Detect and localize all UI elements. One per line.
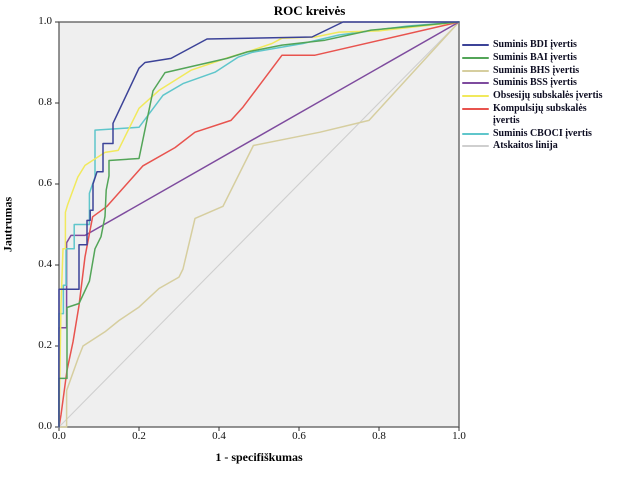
- x-tick-label: 0.4: [212, 430, 226, 442]
- roc-curve-1: [58, 21, 460, 428]
- x-tick-label: 0.0: [52, 430, 66, 442]
- y-tick-label: 1.0: [38, 15, 52, 27]
- x-tick-label: 0.2: [132, 430, 146, 442]
- legend-item-6: Suminis CBOCI įvertis: [462, 128, 618, 140]
- legend-item-5: Kompulsijų subskalės įvertis: [462, 103, 618, 127]
- legend-label: Suminis BHS įvertis: [493, 64, 580, 76]
- legend-label: Suminis CBOCI įvertis: [493, 127, 592, 139]
- legend-item-3: Suminis BSS įvertis: [462, 77, 618, 89]
- legend-label: Atskaitos linija: [493, 140, 558, 152]
- legend-label: Obsesijų subskalės įvertis: [493, 90, 603, 102]
- x-axis-title: 1 - specifiškumas: [215, 450, 303, 464]
- roc-curve-2: [58, 21, 460, 428]
- y-tick-label: 0.6: [38, 177, 52, 189]
- legend-swatch: [462, 145, 489, 148]
- legend-swatch: [462, 82, 489, 85]
- legend-item-4: Obsesijų subskalės įvertis: [462, 90, 618, 102]
- legend-item-0: Suminis BDI įvertis: [462, 39, 618, 51]
- y-tick-label: 0.2: [38, 339, 52, 351]
- x-tick-label: 1.0: [452, 430, 466, 442]
- roc-curve-5: [58, 21, 460, 428]
- legend-swatch: [462, 132, 489, 135]
- legend-label: Suminis BDI įvertis: [493, 39, 577, 50]
- y-tick-label: 0.0: [38, 420, 52, 432]
- x-tick-label: 0.6: [292, 430, 306, 442]
- x-tick-label: 0.8: [372, 430, 386, 442]
- legend-label: Kompulsijų subskalės įvertis: [493, 102, 587, 126]
- legend-item-1: Suminis BAI įvertis: [462, 52, 618, 64]
- y-tick-label: 0.8: [38, 96, 52, 108]
- legend-swatch: [462, 44, 489, 46]
- legend-label: Suminis BSS įvertis: [493, 77, 577, 89]
- roc-curve-7: [58, 21, 460, 428]
- legend-swatch: [462, 56, 489, 59]
- legend-swatch: [462, 107, 489, 110]
- y-tick-label: 0.4: [38, 258, 52, 270]
- legend: Suminis BDI įvertis Suminis BAI įvertis Su…: [462, 39, 618, 153]
- legend-swatch: [462, 69, 489, 72]
- legend-item-7: Atskaitos linija: [462, 140, 618, 152]
- chart-title: ROC kreivės: [273, 3, 346, 18]
- legend-swatch: [462, 95, 489, 98]
- legend-item-2: Suminis BHS įvertis: [462, 65, 618, 77]
- legend-label: Suminis BAI įvertis: [493, 51, 577, 63]
- roc-curve-0: [58, 21, 460, 428]
- roc-curve-6: [58, 21, 460, 428]
